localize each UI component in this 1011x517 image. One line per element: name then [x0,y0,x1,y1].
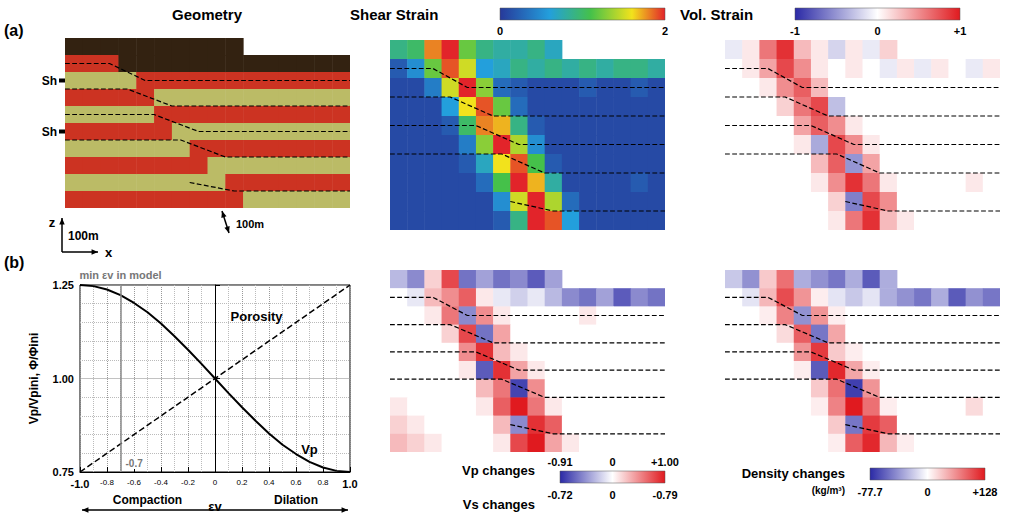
svg-text:-0.72: -0.72 [547,489,572,501]
svg-text:1.25: 1.25 [53,279,74,291]
svg-text:-0.91: -0.91 [547,456,572,468]
svg-text:0: 0 [874,25,880,37]
svg-text:-1.0: -1.0 [71,478,90,490]
svg-text:0.8: 0.8 [317,478,329,487]
svg-text:-0.79: -0.79 [652,489,677,501]
svg-text:-1: -1 [790,25,800,37]
svg-text:0.2: 0.2 [236,478,248,487]
svg-text:0: 0 [609,489,615,501]
svg-text:Vp: Vp [301,442,318,457]
svg-text:100m: 100m [236,218,264,230]
svg-text:0.6: 0.6 [290,478,302,487]
svg-text:2: 2 [662,25,668,37]
svg-text:Sh: Sh [42,125,57,139]
svg-text:z: z [49,215,56,230]
svg-text:-0.6: -0.6 [127,478,141,487]
svg-text:Vp changes: Vp changes [462,463,535,478]
svg-text:0: 0 [213,478,218,487]
svg-text:min εv in model: min εv in model [79,269,161,281]
svg-text:(kg/m³): (kg/m³) [812,485,845,496]
svg-text:0.4: 0.4 [263,478,275,487]
svg-text:Sh: Sh [42,74,57,88]
svg-text:+128: +128 [973,486,998,498]
svg-text:-0.7: -0.7 [126,458,144,469]
svg-text:(b): (b) [4,254,24,271]
svg-text:0: 0 [497,25,503,37]
svg-text:Shear Strain: Shear Strain [350,6,438,23]
svg-text:-0.4: -0.4 [154,478,168,487]
svg-text:x: x [105,245,113,260]
svg-text:εv: εv [208,499,222,514]
svg-text:Vs changes: Vs changes [463,497,535,512]
svg-text:-77.7: -77.7 [857,486,882,498]
svg-text:Porosity: Porosity [231,309,284,324]
svg-text:1.0: 1.0 [342,478,357,490]
svg-text:0: 0 [924,486,930,498]
svg-text:Vol. Strain: Vol. Strain [680,6,753,23]
svg-text:0: 0 [609,456,615,468]
svg-text:Compaction: Compaction [113,493,182,507]
svg-text:Dilation: Dilation [274,493,318,507]
svg-text:100m: 100m [68,229,99,243]
svg-text:Density changes: Density changes [742,466,845,481]
svg-text:+1.00: +1.00 [651,456,679,468]
svg-text:-0.8: -0.8 [100,478,114,487]
svg-text:Vp/Vpini, Φ/Φini: Vp/Vpini, Φ/Φini [27,333,41,425]
svg-text:+1: +1 [954,25,967,37]
svg-text:(a): (a) [4,22,24,39]
svg-text:-0.2: -0.2 [181,478,195,487]
svg-text:0.75: 0.75 [53,466,74,478]
svg-text:1.00: 1.00 [53,373,74,385]
svg-text:Geometry: Geometry [172,6,243,23]
